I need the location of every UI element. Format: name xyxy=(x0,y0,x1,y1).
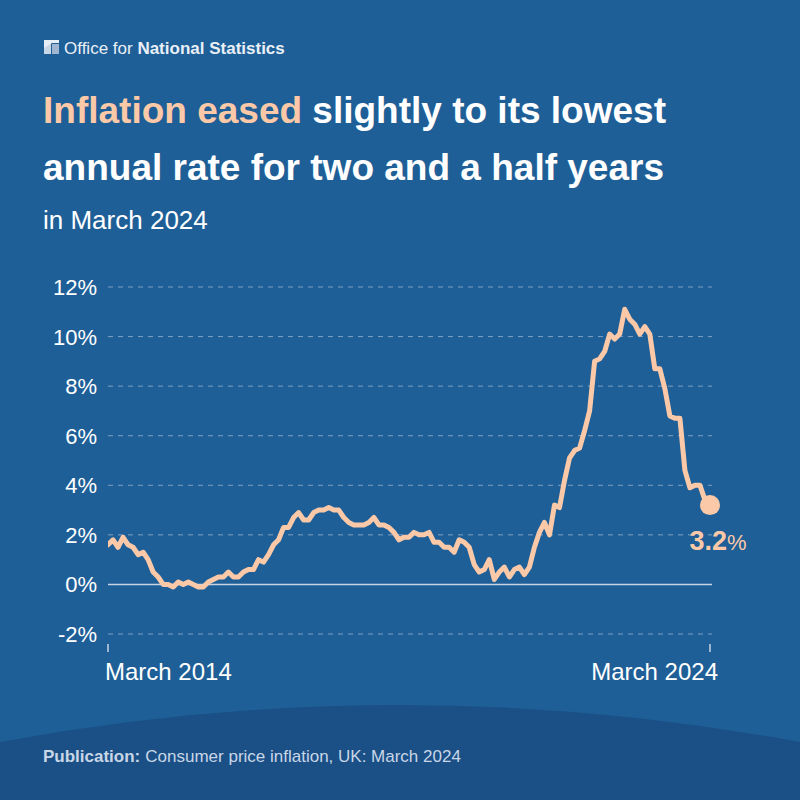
logo: Office for National Statistics xyxy=(44,39,285,58)
source-label: Publication: xyxy=(43,747,140,766)
title-word: rate xyxy=(162,147,240,188)
footer-wave xyxy=(0,705,800,800)
title-word: half xyxy=(481,147,558,188)
source-text: Consumer price inflation, UK: March 2024 xyxy=(145,747,461,766)
publisher-word: Office xyxy=(64,39,108,58)
title-word: annual xyxy=(43,147,162,188)
y-tick-label: 4% xyxy=(65,473,97,498)
end-label-number: 3.2 xyxy=(689,526,727,556)
title-word: to xyxy=(442,90,487,131)
chart-root: Office for National Statistics Inflation … xyxy=(0,0,800,800)
x-tick-label: March 2024 xyxy=(591,658,718,685)
source: Publication: Consumer price inflation, UK… xyxy=(43,747,461,766)
end-point xyxy=(700,495,720,515)
y-tick-label: -2% xyxy=(58,622,97,647)
y-tick-label: 12% xyxy=(53,275,97,300)
title-word: Inflation xyxy=(43,90,187,131)
publisher: Office for National Statistics xyxy=(64,39,285,58)
publisher-word: Statistics xyxy=(204,39,284,58)
title-word: slightly xyxy=(302,90,442,131)
title-word: years xyxy=(557,147,664,188)
grid-line xyxy=(108,485,712,486)
x-tick xyxy=(107,644,109,652)
title-word: and xyxy=(374,147,450,188)
publisher-word: National xyxy=(133,39,205,58)
plot-area xyxy=(108,309,710,587)
publisher-word: for xyxy=(108,39,133,58)
grid-line xyxy=(108,435,712,436)
x-tick-label: March 2014 xyxy=(105,658,232,685)
y-tick-label: 2% xyxy=(65,523,97,548)
logo-block xyxy=(52,44,59,54)
title: Inflation eased slightly to its lowest an… xyxy=(43,90,666,188)
grid-line xyxy=(108,634,712,635)
subtitle: in March 2024 xyxy=(43,205,208,235)
logo-block xyxy=(44,40,59,48)
title-word: a xyxy=(450,147,481,188)
grid xyxy=(108,287,712,634)
grid-line xyxy=(108,287,712,288)
title-word: its xyxy=(487,90,540,131)
grid-line xyxy=(108,386,712,387)
end-label: 3.2% xyxy=(689,526,746,556)
title-line: annual rate for two and a half years xyxy=(43,147,664,188)
title-line: Inflation eased slightly to its lowest xyxy=(43,90,666,131)
end-label-unit: % xyxy=(727,530,747,555)
title-word: for xyxy=(240,147,300,188)
title-word: eased xyxy=(187,90,302,131)
y-tick-label: 6% xyxy=(65,424,97,449)
title-word: two xyxy=(300,147,374,188)
y-tick-label: 8% xyxy=(65,374,97,399)
y-tick-label: 0% xyxy=(65,572,97,597)
y-tick-label: 10% xyxy=(53,325,97,350)
x-tick xyxy=(709,644,711,652)
inflation-line xyxy=(108,309,710,587)
title-word: lowest xyxy=(541,90,666,131)
background xyxy=(0,0,800,800)
grid-line xyxy=(108,336,712,337)
